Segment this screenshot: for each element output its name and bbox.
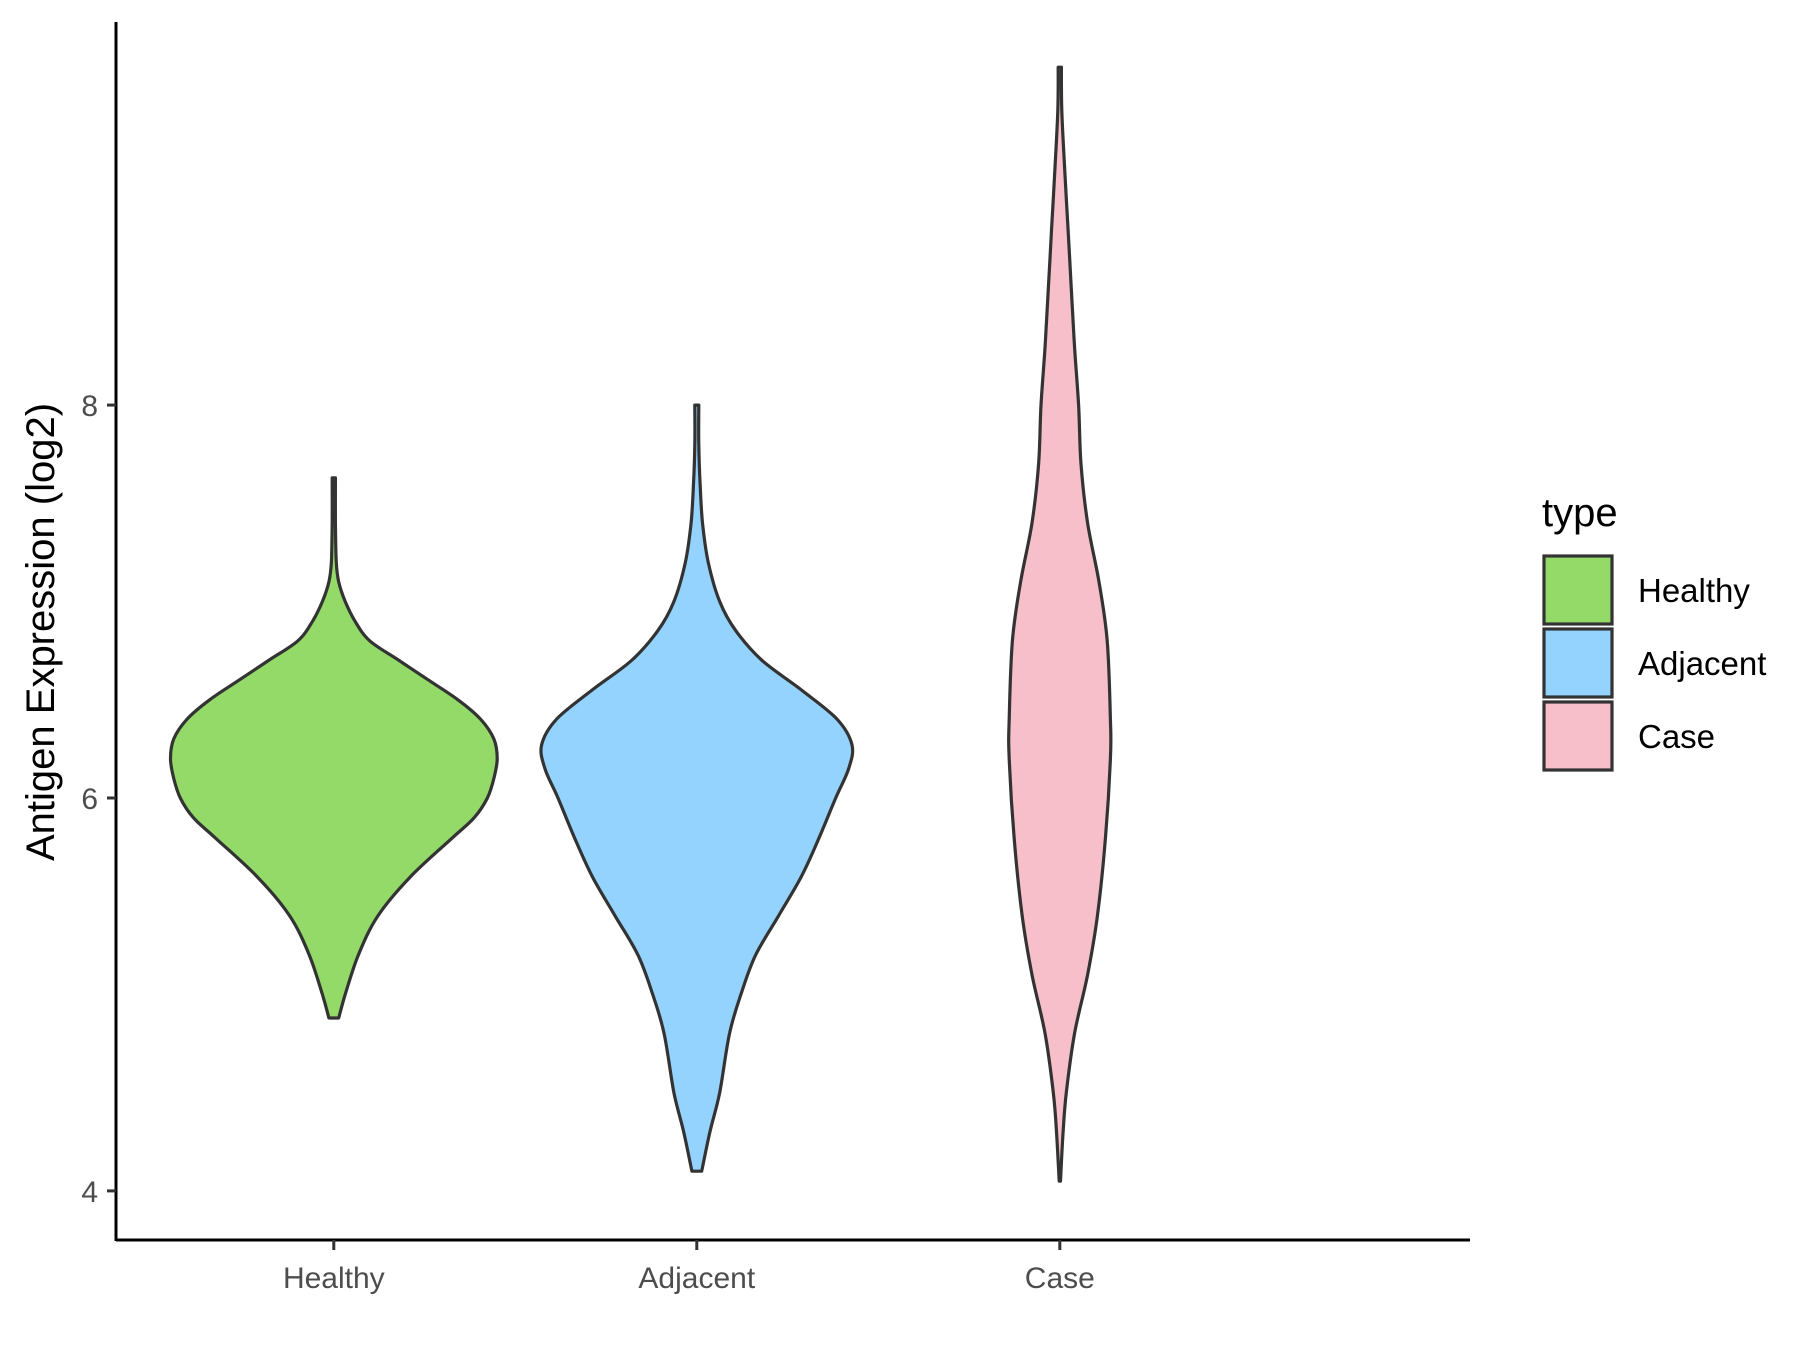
legend: type Healthy Adjacent Case [1542,491,1766,772]
y-tick-label: 8 [81,390,98,423]
legend-entries: Healthy Adjacent Case [1542,554,1766,772]
axes [114,22,1470,1242]
y-tick-label: 4 [81,1176,98,1209]
legend-label-adjacent: Adjacent [1638,645,1766,682]
violin-case [1007,65,1113,1183]
violin-adjacent [539,403,855,1173]
y-axis-title: Antigen Expression (log2) [19,403,63,861]
y-axis-ticks: 4 6 8 [81,390,116,1209]
legend-label-case: Case [1638,718,1715,755]
x-tick-label: Healthy [283,1262,385,1295]
legend-swatch-healthy [1542,554,1614,626]
x-tick-label: Adjacent [638,1262,755,1295]
y-tick-label: 6 [81,783,98,816]
legend-title: type [1542,491,1618,535]
plot-area [168,65,1113,1183]
legend-swatch-adjacent [1542,627,1614,699]
legend-label-healthy: Healthy [1638,572,1750,609]
violin-healthy [168,476,499,1020]
legend-swatch-case [1542,700,1614,772]
x-tick-label: Case [1025,1262,1095,1295]
x-axis-ticks: Healthy Adjacent Case [283,1240,1095,1295]
